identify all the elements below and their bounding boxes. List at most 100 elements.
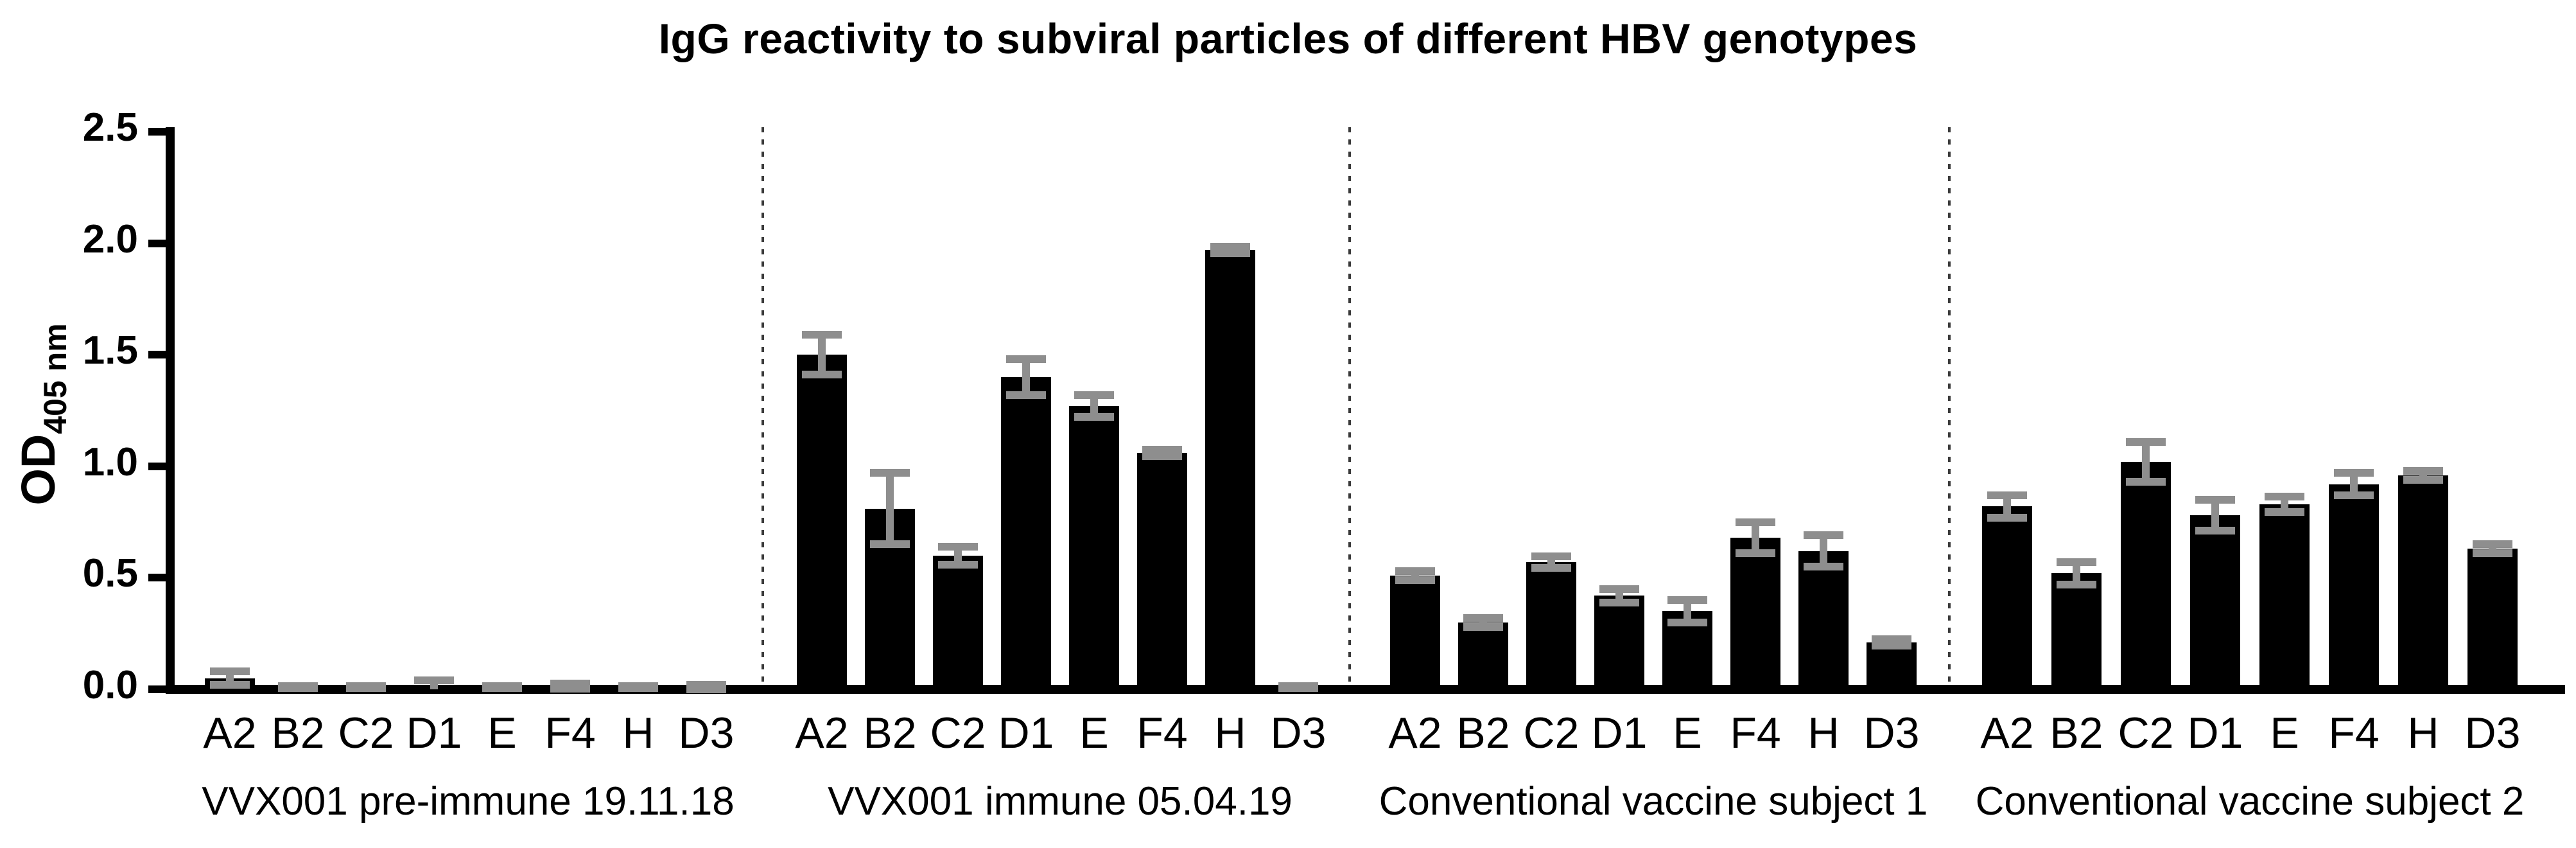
error-bar-cap-bottom [1074, 413, 1114, 421]
genotype-label: H [1214, 709, 1246, 757]
group-separator [761, 127, 764, 694]
genotype-label: C2 [338, 709, 394, 757]
y-tick-label: 0.0 [82, 663, 138, 707]
error-bar-cap-bottom [2195, 527, 2235, 535]
error-bar-cap-bottom [278, 684, 318, 693]
genotype-label: F4 [1730, 709, 1781, 757]
bar-C2 [2121, 461, 2171, 689]
group-separator [1948, 127, 1951, 694]
error-bar-cap-bottom [802, 371, 842, 379]
error-bar-stem [1752, 522, 1759, 554]
genotype-label: F4 [544, 709, 596, 757]
error-bar-cap-top [414, 676, 454, 685]
genotype-label: E [1079, 709, 1109, 757]
bar-D1 [2190, 515, 2240, 689]
bar-D1 [1001, 376, 1051, 689]
genotype-label: B2 [271, 709, 325, 757]
error-bar-cap-bottom [2265, 508, 2304, 516]
error-bar-cap-bottom [2057, 580, 2096, 588]
y-tick [148, 685, 166, 693]
error-bar-cap-top [1667, 596, 1707, 605]
bar-D3 [2467, 549, 2518, 689]
error-bar-cap-bottom [938, 560, 978, 569]
x-axis-line [166, 685, 2565, 694]
error-bar-cap-bottom [1531, 563, 1571, 572]
genotype-label: D3 [2464, 709, 2521, 757]
y-axis-line [166, 127, 175, 694]
error-bar-cap-top [2403, 466, 2443, 475]
genotype-label: B2 [2049, 709, 2103, 757]
error-bar-cap-top [2195, 495, 2235, 504]
genotype-label: A2 [795, 709, 849, 757]
bar-A2 [1982, 506, 2032, 689]
error-bar-stem [818, 334, 826, 375]
genotype-label: H [1807, 709, 1840, 757]
error-bar-cap-top [870, 469, 910, 477]
error-bar-cap-bottom [1006, 391, 1046, 399]
bar-E [1069, 406, 1119, 689]
error-bar-cap-top [1599, 585, 1639, 593]
error-bar-cap-top [1987, 491, 2027, 499]
error-bar-cap-top [1463, 614, 1503, 622]
error-bar-cap-bottom [2334, 491, 2374, 499]
genotype-label: B2 [1456, 709, 1510, 757]
bar-E [2259, 504, 2310, 689]
bar-F4 [1730, 537, 1780, 689]
genotype-label: E [487, 709, 517, 757]
chart-title: IgG reactivity to subviral particles of … [658, 15, 1918, 62]
bar-B2 [2051, 573, 2102, 689]
genotype-label: F4 [2328, 709, 2380, 757]
error-bar-stem [2281, 496, 2288, 512]
genotype-label: D3 [678, 709, 735, 757]
bar-H [2398, 475, 2448, 689]
error-bar-stem [1090, 394, 1098, 418]
error-bar-cap-bottom [1278, 684, 1318, 693]
y-tick-label: 2.5 [82, 105, 138, 150]
error-bar-stem [886, 473, 894, 545]
error-bar-cap-top [2265, 492, 2304, 500]
error-bar-cap-bottom [686, 685, 726, 693]
error-bar-cap-bottom [346, 684, 386, 693]
bar-H [1205, 250, 1255, 689]
error-bar-cap-top [1210, 242, 1250, 251]
error-bar-cap-top [1804, 531, 1843, 540]
y-tick-label: 2.0 [82, 216, 138, 261]
error-bar-cap-top [1872, 635, 1911, 643]
bar-A2 [797, 355, 847, 689]
error-bar-cap-bottom [1736, 549, 1775, 558]
error-bar-cap-top [1142, 445, 1182, 454]
genotype-label: A2 [203, 709, 257, 757]
error-bar-cap-top [2126, 437, 2166, 446]
genotype-label: E [2270, 709, 2299, 757]
error-bar-stem [2350, 473, 2358, 495]
error-bar-cap-top [2334, 469, 2374, 477]
error-bar-stem [1820, 535, 1827, 567]
error-bar-stem [2142, 441, 2150, 482]
error-bar-cap-top [1006, 355, 1046, 364]
error-bar-stem [2003, 495, 2011, 518]
genotype-label: H [2407, 709, 2439, 757]
error-bar-cap-top [210, 667, 250, 676]
error-bar-cap-bottom [870, 540, 910, 549]
y-tick-label: 0.5 [82, 551, 138, 596]
genotype-label: A2 [1980, 709, 2034, 757]
error-bar-cap-bottom [2403, 475, 2443, 484]
error-bar-stem [1022, 359, 1030, 395]
error-bar-cap-bottom [550, 684, 590, 693]
genotype-label: D3 [1863, 709, 1920, 757]
genotype-label: H [622, 709, 654, 757]
bar-D1 [1594, 596, 1644, 689]
y-tick [148, 128, 166, 136]
genotype-label: D1 [1591, 709, 1648, 757]
error-bar-cap-bottom [1210, 249, 1250, 258]
error-bar-cap-bottom [1667, 618, 1707, 626]
error-bar-cap-bottom [482, 684, 522, 693]
error-bar-cap-top [1531, 552, 1571, 561]
bar-A2 [1390, 575, 1440, 689]
genotype-label: C2 [1523, 709, 1580, 757]
group-label: Conventional vaccine subject 2 [1975, 779, 2525, 824]
error-bar-cap-top [1736, 518, 1775, 526]
error-bar-cap-top [802, 330, 842, 339]
error-bar-cap-bottom [2126, 478, 2166, 486]
